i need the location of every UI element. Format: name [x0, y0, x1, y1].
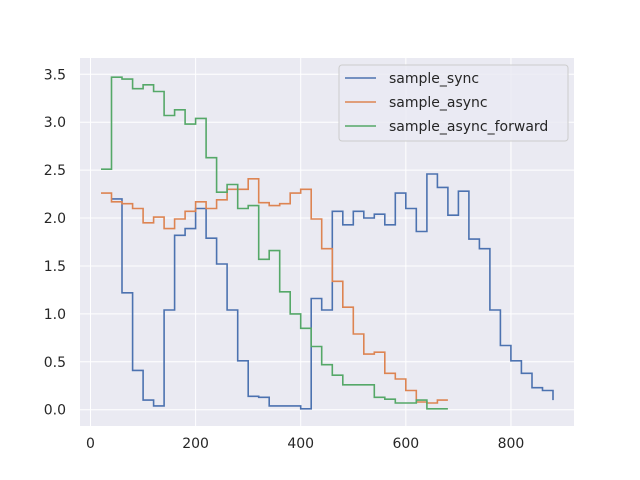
y-tick-label: 0.0 — [44, 403, 66, 419]
series-line-sample_sync — [111, 173, 554, 410]
legend-box — [338, 64, 569, 142]
y-tick-label: 1.0 — [44, 307, 66, 323]
grid-lines — [80, 58, 574, 426]
y-tick-label: 2.0 — [44, 211, 66, 227]
x-tick-label: 800 — [498, 436, 525, 452]
y-tick-label: 0.5 — [44, 355, 66, 371]
y-axis-ticks: 0.0 0.5 1.0 1.5 2.0 2.5 3.0 3.5 — [44, 67, 66, 418]
y-tick-label: 3.0 — [44, 115, 66, 131]
legend-label-sample_async_forward: sample_async_forward — [389, 119, 548, 135]
x-tick-label: 200 — [182, 436, 209, 452]
series-line-sample_async_forward — [101, 76, 448, 410]
series-layer — [101, 76, 554, 410]
legend: sample_sync sample_async sample_async_forw… — [338, 64, 569, 142]
x-tick-label: 400 — [287, 436, 314, 452]
x-tick-label: 0 — [86, 436, 95, 452]
x-tick-label: 600 — [392, 436, 419, 452]
legend-label-sample_async: sample_async — [389, 95, 488, 111]
x-axis-ticks: 0 200 400 600 800 — [86, 436, 524, 452]
series-line-sample_async — [101, 178, 448, 404]
y-tick-label: 3.5 — [44, 67, 66, 83]
legend-label-sample_sync: sample_sync — [389, 71, 479, 87]
y-tick-label: 2.5 — [44, 163, 66, 179]
y-tick-label: 1.5 — [44, 259, 66, 275]
